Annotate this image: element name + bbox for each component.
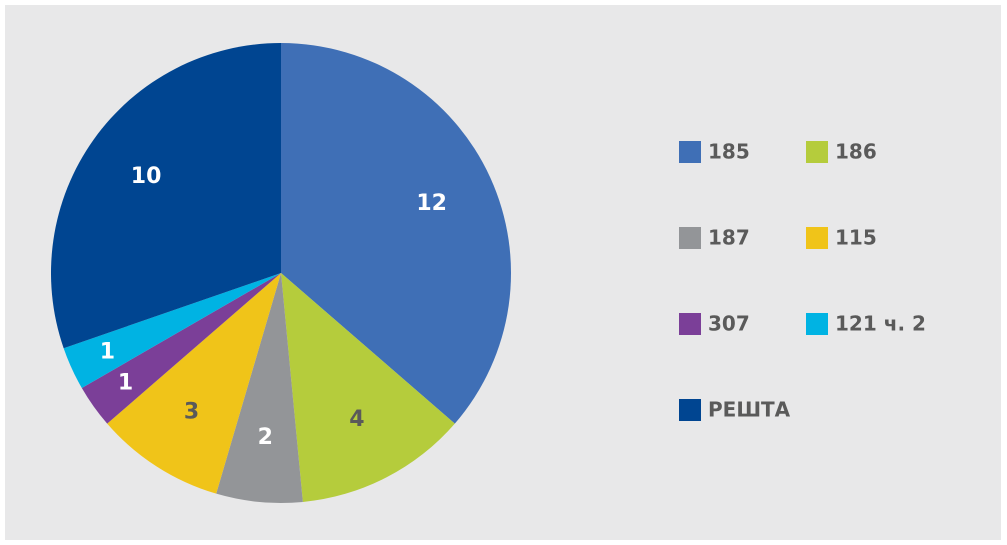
legend-label: 187 <box>708 226 750 250</box>
pie-slice <box>216 273 303 503</box>
legend-swatch <box>806 313 828 335</box>
pie-slice <box>63 273 281 388</box>
slice-label: 4 <box>349 407 364 432</box>
pie-slice <box>81 273 282 424</box>
pie-slice <box>281 43 511 424</box>
legend-label: РЕШТА <box>708 398 791 422</box>
legend-swatch <box>679 313 701 335</box>
legend-swatch <box>679 399 701 421</box>
legend-label: 186 <box>835 140 877 164</box>
legend-swatch <box>806 227 828 249</box>
legend-label: 115 <box>835 226 877 250</box>
slice-label: 1 <box>100 339 115 364</box>
legend-swatch <box>679 227 701 249</box>
legend-label: 185 <box>708 140 750 164</box>
legend-label: 307 <box>708 312 750 336</box>
slice-label: 12 <box>416 191 447 216</box>
pie-slice <box>281 273 455 502</box>
legend-swatch <box>806 141 828 163</box>
pie-slice <box>51 43 281 349</box>
slice-label: 2 <box>258 425 273 450</box>
slice-label: 3 <box>184 399 199 424</box>
legend-swatch <box>679 141 701 163</box>
slice-label: 10 <box>131 164 162 189</box>
pie-slice <box>107 273 281 494</box>
legend-label: 121 ч. 2 <box>835 312 926 336</box>
slice-label: 1 <box>118 371 133 396</box>
